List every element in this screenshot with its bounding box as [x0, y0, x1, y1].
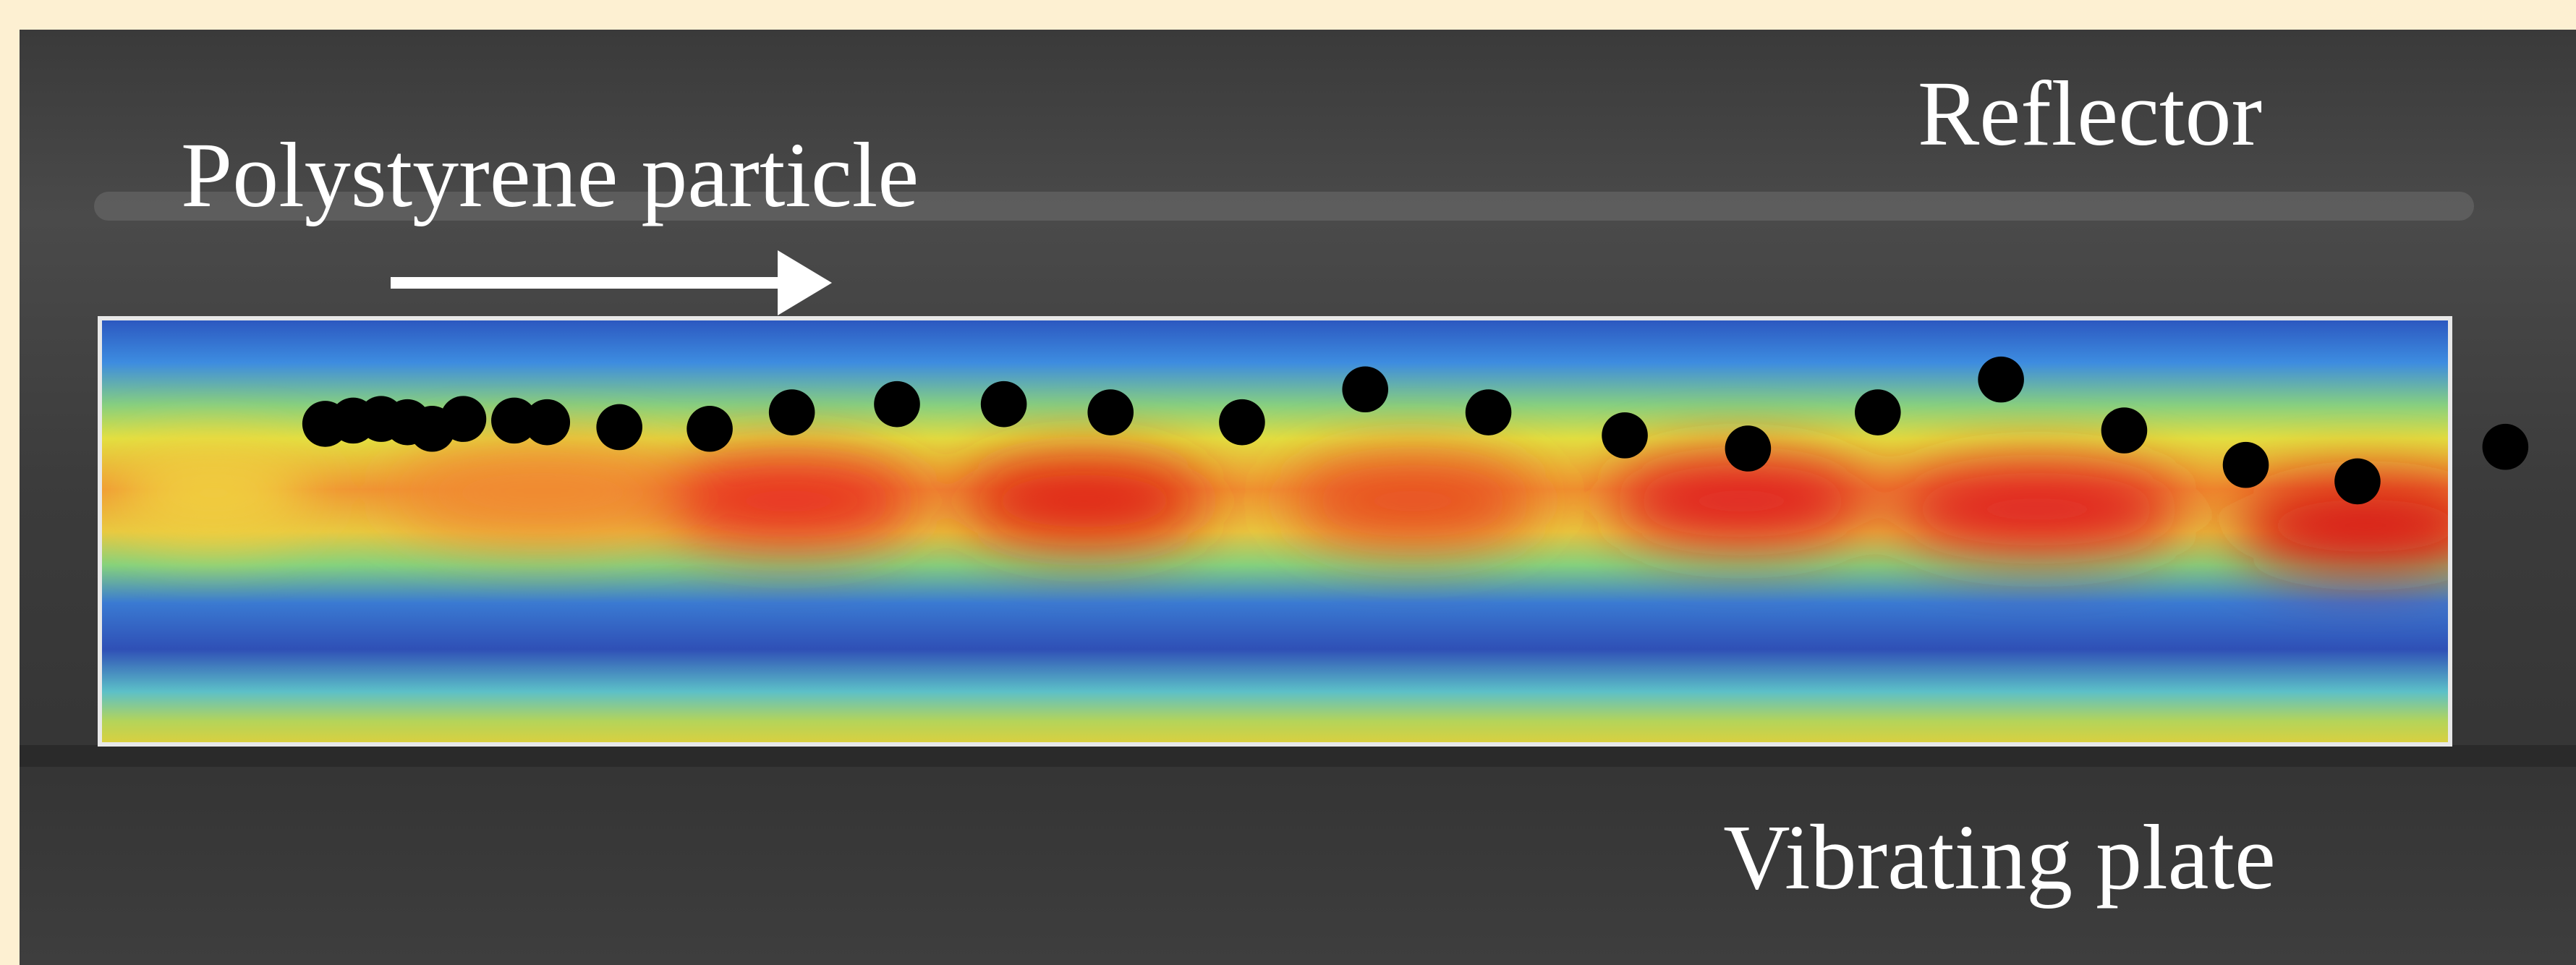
- arrow-head: [778, 250, 832, 315]
- particle: [1087, 389, 1134, 435]
- particle: [686, 405, 733, 452]
- reflector-label: Reflector: [1918, 62, 2262, 165]
- particle: [1978, 356, 2024, 403]
- pressure-node: [1289, 455, 1536, 548]
- particle: [2482, 423, 2529, 470]
- pressure-node: [394, 446, 690, 539]
- particle-label: Polystyrene particle: [181, 124, 919, 226]
- particle: [1725, 425, 1772, 472]
- particle: [1465, 389, 1512, 435]
- particle: [596, 404, 642, 451]
- particle: [980, 381, 1027, 428]
- particle: [768, 389, 815, 435]
- particle: [2334, 458, 2381, 505]
- heatmap: [102, 320, 2448, 742]
- pressure-node: [657, 455, 920, 548]
- particle: [874, 381, 920, 428]
- particle-track: [302, 356, 2529, 505]
- particle: [440, 396, 487, 442]
- plate-label: Vibrating plate: [1723, 806, 2276, 909]
- particle: [491, 397, 537, 444]
- particle: [1855, 389, 1901, 435]
- plate-edge: [20, 745, 2576, 767]
- pressure-node: [114, 446, 313, 539]
- particle: [1602, 412, 1648, 459]
- particle: [524, 399, 571, 446]
- pressure-node: [2234, 480, 2448, 572]
- pressure-node: [961, 455, 1208, 548]
- pressure-node: [1889, 463, 2185, 556]
- particle: [2101, 407, 2148, 454]
- pressure-nodes: [114, 446, 2448, 572]
- particle: [2222, 441, 2269, 488]
- pressure-node: [1610, 455, 1873, 548]
- particle: [1342, 366, 1389, 413]
- reflector-glow: [94, 192, 2474, 221]
- particle: [1219, 399, 1265, 446]
